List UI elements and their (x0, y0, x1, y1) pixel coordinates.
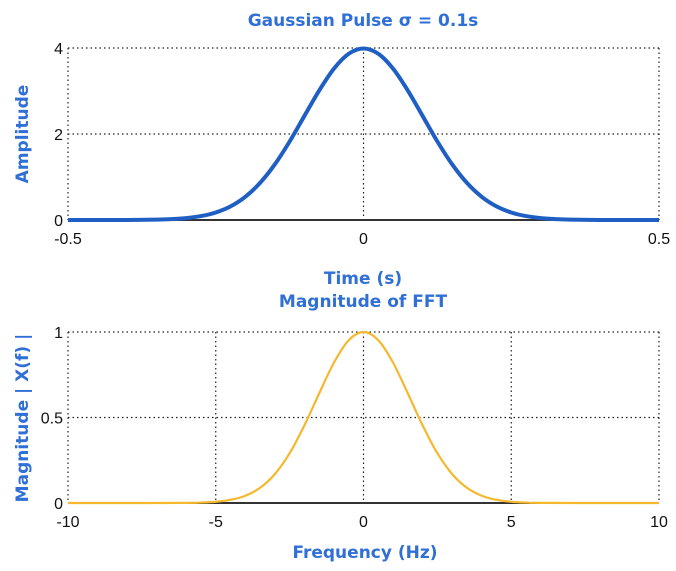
y-tick-label: 4 (54, 41, 63, 58)
fft-magnitude-plot: Magnitude of FFT Frequency (Hz) Magnitud… (13, 292, 668, 563)
y-tick-label: 0 (54, 213, 63, 230)
x-tick-label: -0.5 (54, 231, 82, 248)
plot-title: Gaussian Pulse σ = 0.1s (248, 11, 479, 31)
series-line (67, 46, 660, 223)
series-line (67, 330, 660, 505)
y-tick-label: 1 (54, 325, 63, 342)
y-tick-label: 0.5 (41, 411, 63, 428)
x-tick-label: 10 (650, 514, 668, 531)
x-tick-label: 5 (507, 514, 516, 531)
x-axis-label: Frequency (Hz) (292, 543, 437, 563)
y-tick-label: 2 (54, 127, 63, 144)
plot-title: Magnitude of FFT (279, 292, 448, 312)
x-tick-label: 0 (359, 514, 368, 531)
y-tick-label: 0 (54, 496, 63, 513)
y-axis-label: Amplitude (13, 85, 33, 184)
gaussian-pulse-plot: Gaussian Pulse σ = 0.1s Time (s) Amplitu… (13, 11, 670, 289)
x-axis-label: Time (s) (324, 269, 402, 289)
x-tick-label: 0.5 (648, 231, 670, 248)
y-axis-label: Magnitude | X(f) | (13, 334, 33, 503)
x-tick-label: 0 (359, 231, 368, 248)
x-tick-label: -10 (56, 514, 79, 531)
x-tick-label: -5 (209, 514, 223, 531)
